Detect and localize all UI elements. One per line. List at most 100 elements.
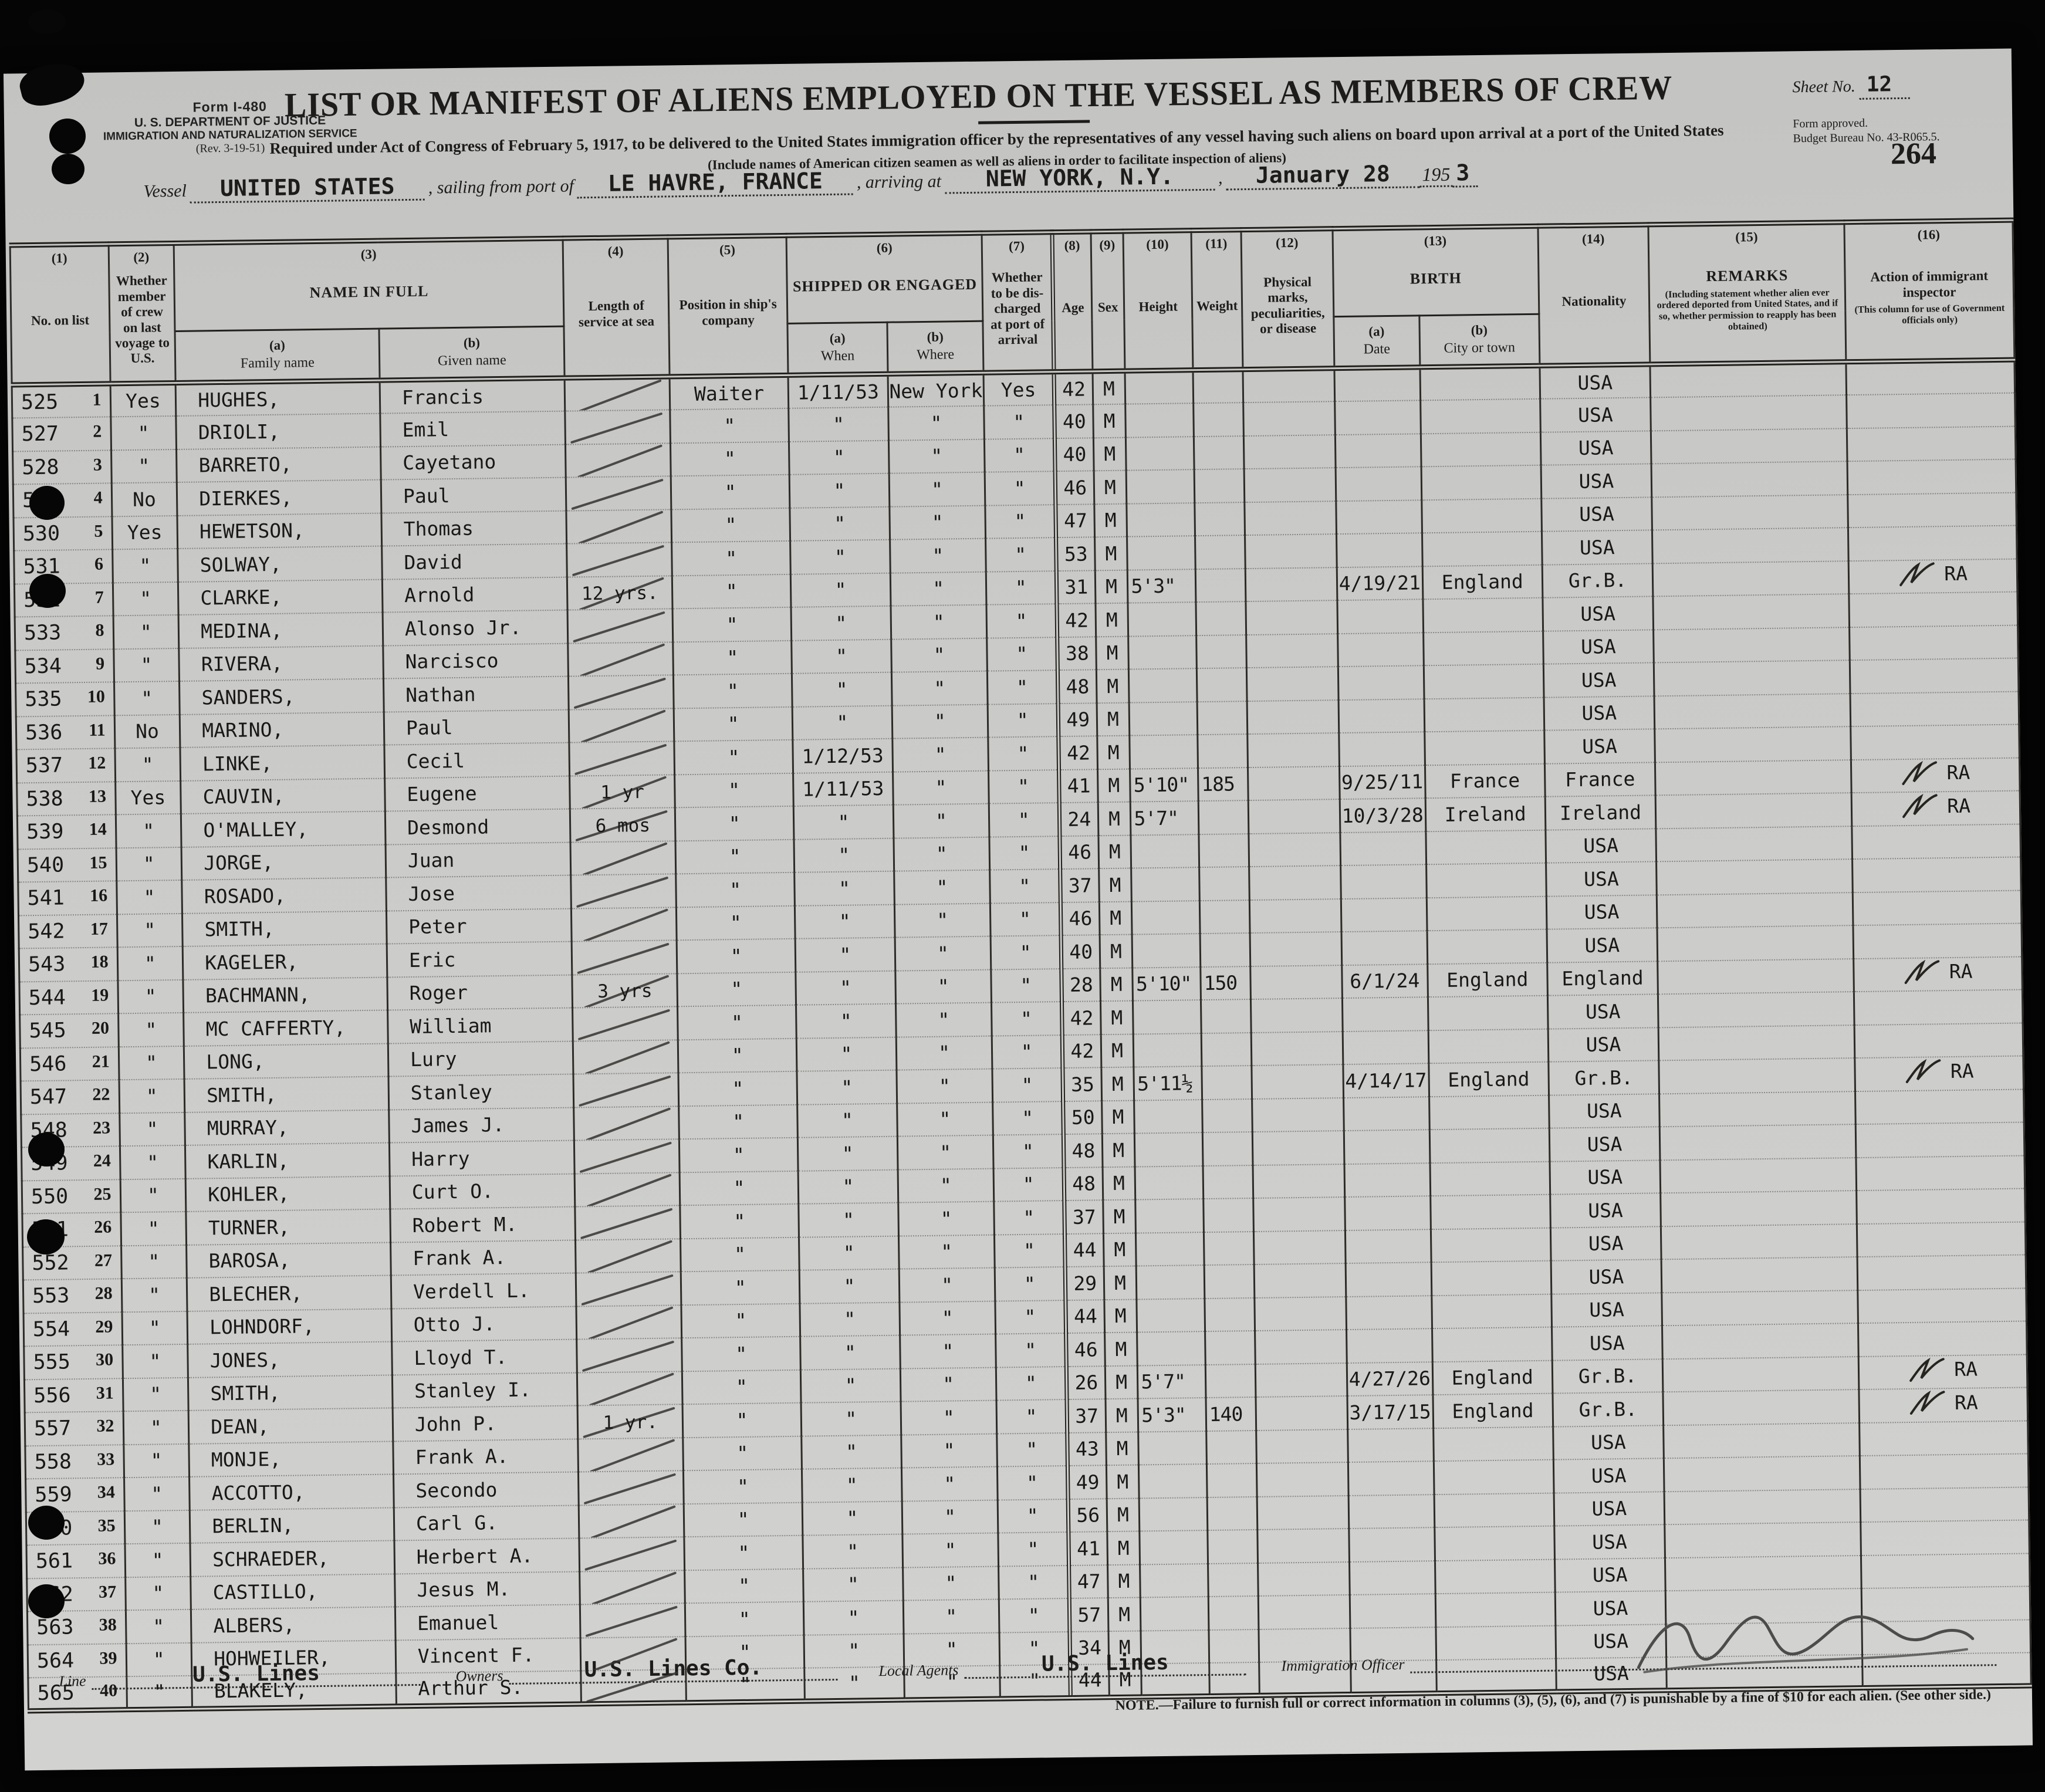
cell-given: Stanley [388, 1074, 574, 1110]
cell-age: 41 [1068, 1531, 1108, 1566]
cell-member: " [112, 548, 178, 583]
cell-sex: M [1093, 470, 1127, 504]
cell-length [576, 1304, 682, 1340]
line-number: 31 [96, 1383, 114, 1403]
inspector-action-code: RA [1949, 959, 1973, 983]
cell-birth-date [1342, 1030, 1429, 1065]
cell-length [568, 675, 674, 710]
handwritten-slash-mark [584, 1041, 670, 1074]
cell-discharge: " [990, 869, 1061, 904]
cell-birth-city [1421, 432, 1541, 467]
cell-remarks [1657, 892, 1854, 928]
manifest-number: 553 [32, 1284, 70, 1309]
cell-sex: M [1100, 968, 1133, 1002]
cell-member: " [120, 1178, 187, 1213]
cell-member: " [124, 1510, 191, 1544]
cell-given: Emanuel [395, 1604, 581, 1640]
cell-height: 5'10" [1130, 767, 1199, 802]
cell-family: JONES, [187, 1341, 393, 1378]
column-header: (1) No. on list [10, 244, 110, 385]
cell-position: " [672, 640, 792, 675]
footer-row: Line U.S. Lines Owners U.S. Lines Co. Lo… [59, 1615, 1997, 1690]
cell-family: CASTILLO, [190, 1573, 396, 1610]
punch-hole [52, 154, 84, 184]
cell-sex: M [1094, 503, 1127, 537]
cell-marks [1245, 501, 1337, 536]
column-header: (5) Position in ship's company [668, 235, 789, 377]
cell-age: 26 [1066, 1365, 1106, 1400]
cell-age: 49 [1067, 1465, 1107, 1499]
cell-remarks [1658, 1025, 1855, 1061]
cell-age: 48 [1063, 1134, 1103, 1168]
cell-height [1137, 1331, 1206, 1366]
cell-birth-city [1426, 896, 1547, 931]
cell-when: " [799, 1202, 899, 1238]
cell-height [1134, 1099, 1203, 1134]
cell-list-numbers: 534 9 [15, 648, 114, 684]
handwritten-slash-mark [578, 1009, 671, 1041]
cell-remarks [1662, 1356, 1860, 1392]
cell-member: " [111, 449, 177, 483]
cell-length: 12 yrs. [567, 575, 672, 610]
cell-sex: M [1092, 371, 1126, 405]
column-subheader: (a) Family name [175, 329, 380, 383]
manifest-number: 563 [36, 1615, 74, 1640]
cell-position: " [682, 1370, 802, 1405]
cell-age: 48 [1057, 670, 1097, 704]
cell-birth-city: Ireland [1425, 796, 1546, 831]
cell-height [1131, 834, 1199, 868]
manifest-number: 554 [32, 1317, 70, 1341]
line-number: 29 [95, 1317, 113, 1337]
inspector-action-code: RA [1954, 1391, 1978, 1414]
cell-age: 46 [1055, 471, 1094, 505]
cell-nationality: Gr.B. [1548, 1060, 1659, 1096]
cell-given: Desmond [385, 809, 571, 845]
cell-nationality: USA [1543, 695, 1655, 731]
cell-marks [1245, 534, 1337, 569]
cell-action [1858, 1321, 2027, 1357]
cell-height: 5'10" [1133, 966, 1201, 1001]
column-subheader: (a) Date [1333, 315, 1420, 368]
cell-length [579, 1503, 684, 1539]
cell-list-numbers: 540 15 [18, 847, 117, 883]
cell-discharge: " [999, 1565, 1070, 1600]
table-row: 557 32 " DEAN, John P. 1 yr. " " " " 37 M 5'3" 140 3/1… [25, 1387, 2028, 1446]
cell-remarks [1662, 1323, 1859, 1359]
cell-position: " [676, 905, 796, 941]
cell-member: Yes [111, 515, 178, 550]
cell-discharge: " [996, 1399, 1067, 1434]
cell-birth-date [1349, 1560, 1435, 1595]
cell-birth-date [1337, 599, 1424, 634]
cell-member: " [120, 1211, 187, 1246]
page-title: LIST OR MANIFEST OF ALIENS EMPLOYED ON T… [284, 69, 1673, 124]
manifest-number: 561 [35, 1549, 73, 1574]
manifest-number: 539 [26, 820, 64, 844]
column-header: (3) NAME IN FULL [174, 238, 565, 332]
handwritten-slash-mark [590, 1505, 676, 1539]
cell-marks [1253, 1197, 1346, 1232]
cell-marks [1245, 567, 1337, 602]
cell-position: " [674, 739, 793, 775]
cell-given: Frank A. [393, 1438, 579, 1475]
cell-when: " [792, 639, 891, 674]
cell-given: Herbert A. [394, 1538, 580, 1574]
cell-position: Waiter [670, 375, 789, 410]
cell-discharge: " [989, 836, 1060, 870]
cell-weight [1204, 1231, 1255, 1266]
line-number: 3 [93, 455, 103, 475]
cell-height [1140, 1597, 1209, 1631]
column-header: (2) Whether member of crew on last voyage… [108, 243, 176, 384]
cell-action [1857, 1221, 2026, 1257]
cell-action [1850, 658, 2019, 694]
cell-list-numbers: 547 22 [21, 1080, 120, 1114]
cell-where: " [898, 1267, 996, 1303]
cell-sex: M [1095, 603, 1129, 637]
line-number: 10 [87, 687, 106, 707]
cell-marks [1258, 1529, 1350, 1563]
cell-discharge: " [996, 1333, 1067, 1368]
line-number: 20 [91, 1018, 110, 1039]
cell-action [1849, 625, 2019, 661]
line-number: 37 [98, 1582, 117, 1602]
cell-age: 44 [1065, 1299, 1105, 1334]
line-number: 6 [94, 554, 104, 574]
